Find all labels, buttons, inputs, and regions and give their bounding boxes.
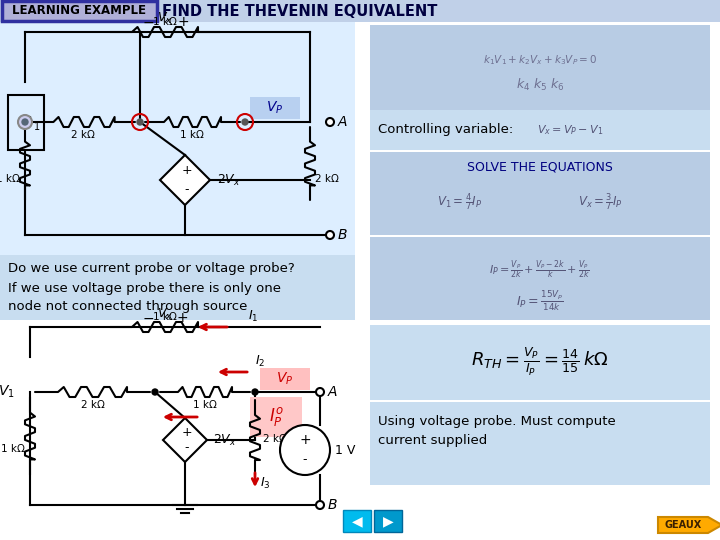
Text: $V_x$: $V_x$: [157, 307, 173, 322]
Bar: [0, 255, 355, 320]
Text: 1 kΩ: 1 kΩ: [0, 174, 20, 184]
Bar: [374, 510, 402, 532]
Text: +: +: [300, 433, 311, 447]
Text: $I^o_P$: $I^o_P$: [269, 406, 284, 429]
Text: 1 kΩ: 1 kΩ: [153, 312, 177, 322]
Text: $+$: $+$: [176, 311, 188, 325]
Text: 1 kΩ: 1 kΩ: [153, 17, 177, 27]
Text: $2V_x$: $2V_x$: [213, 433, 237, 448]
Text: $V$: $V$: [20, 116, 32, 130]
Text: $I_P = \frac{V_P}{2k} + \frac{V_P - 2k}{k} + \frac{V_P}{2k}$: $I_P = \frac{V_P}{2k} + \frac{V_P - 2k}{…: [490, 259, 590, 281]
Text: +: +: [181, 164, 192, 177]
Text: $-$: $-$: [142, 311, 154, 325]
Text: A: A: [338, 115, 348, 129]
Text: $V_P$: $V_P$: [276, 371, 294, 387]
Text: 1: 1: [34, 123, 40, 132]
Bar: [343, 510, 371, 532]
Text: 1 V: 1 V: [335, 443, 356, 456]
Bar: [370, 325, 710, 400]
Text: $V_x = V_P - V_1$: $V_x = V_P - V_1$: [537, 123, 603, 137]
Bar: [8, 95, 44, 150]
Text: GEAUX: GEAUX: [665, 520, 701, 530]
Circle shape: [242, 119, 248, 125]
Bar: [0, 0, 720, 22]
Bar: [250, 97, 300, 119]
Text: $-$: $-$: [142, 15, 154, 29]
Circle shape: [326, 231, 334, 239]
Text: $I_P = \frac{15V_P}{14k}$: $I_P = \frac{15V_P}{14k}$: [516, 290, 564, 314]
Text: ▶: ▶: [383, 514, 393, 528]
Text: $V_1$: $V_1$: [0, 384, 15, 400]
Text: $V_x$: $V_x$: [157, 11, 173, 26]
Text: 1 kΩ: 1 kΩ: [180, 130, 204, 140]
Text: $k_4\ k_5\ k_6$: $k_4\ k_5\ k_6$: [516, 77, 564, 93]
Circle shape: [326, 118, 334, 126]
Bar: [370, 25, 710, 110]
Bar: [370, 152, 710, 235]
Bar: [370, 110, 710, 150]
Bar: [0, 22, 355, 255]
Text: $V_1 = \frac{4}{7}I_P$: $V_1 = \frac{4}{7}I_P$: [438, 191, 482, 213]
Polygon shape: [163, 418, 207, 462]
Text: B: B: [328, 498, 338, 512]
Text: $V_x = \frac{3}{7}I_P$: $V_x = \frac{3}{7}I_P$: [577, 191, 622, 213]
Text: If we use voltage probe there is only one
node not connected through source: If we use voltage probe there is only on…: [8, 282, 281, 313]
Text: -: -: [185, 442, 189, 455]
Text: 2 kΩ: 2 kΩ: [81, 400, 105, 410]
Text: Controlling variable:: Controlling variable:: [378, 124, 513, 137]
Bar: [370, 402, 710, 485]
Bar: [2, 1, 157, 21]
Text: Using voltage probe. Must compute
current supplied: Using voltage probe. Must compute curren…: [378, 415, 616, 447]
Text: A: A: [328, 385, 338, 399]
Text: FIND THE THEVENIN EQUIVALENT: FIND THE THEVENIN EQUIVALENT: [162, 3, 437, 18]
Text: 2 kΩ: 2 kΩ: [263, 434, 287, 444]
Text: ◀: ◀: [351, 514, 362, 528]
Circle shape: [316, 501, 324, 509]
Text: -: -: [302, 454, 307, 467]
Bar: [250, 397, 302, 437]
FancyArrow shape: [658, 517, 720, 533]
Text: B: B: [338, 228, 348, 242]
Text: $I_1$: $I_1$: [248, 309, 258, 324]
Text: +: +: [181, 426, 192, 438]
Circle shape: [316, 388, 324, 396]
Bar: [370, 237, 710, 320]
Circle shape: [152, 389, 158, 395]
Text: $k_1 V_1 + k_2 V_x + k_3 V_P = 0$: $k_1 V_1 + k_2 V_x + k_3 V_P = 0$: [483, 53, 597, 67]
Text: $2V_x$: $2V_x$: [217, 172, 240, 187]
Circle shape: [18, 115, 32, 129]
Text: $I_3$: $I_3$: [260, 475, 271, 490]
Text: SOLVE THE EQUATIONS: SOLVE THE EQUATIONS: [467, 160, 613, 173]
Circle shape: [137, 119, 143, 125]
Text: $+$: $+$: [177, 15, 189, 29]
Bar: [260, 368, 310, 390]
Text: -: -: [185, 184, 189, 197]
Text: LEARNING EXAMPLE: LEARNING EXAMPLE: [12, 4, 146, 17]
Circle shape: [252, 389, 258, 395]
Text: $V_P$: $V_P$: [266, 100, 284, 116]
Text: 2 kΩ: 2 kΩ: [315, 174, 339, 184]
Text: 1 kΩ: 1 kΩ: [1, 444, 25, 454]
Circle shape: [280, 425, 330, 475]
Text: 1 kΩ: 1 kΩ: [193, 400, 217, 410]
Text: $R_{TH} = \frac{V_P}{I_P} = \frac{14}{15}\,k\Omega$: $R_{TH} = \frac{V_P}{I_P} = \frac{14}{15…: [471, 346, 609, 378]
Text: 2 kΩ: 2 kΩ: [71, 130, 95, 140]
Text: $I_2$: $I_2$: [255, 354, 265, 369]
Polygon shape: [160, 155, 210, 205]
Circle shape: [22, 119, 28, 125]
Text: Do we use current probe or voltage probe?: Do we use current probe or voltage probe…: [8, 262, 294, 275]
